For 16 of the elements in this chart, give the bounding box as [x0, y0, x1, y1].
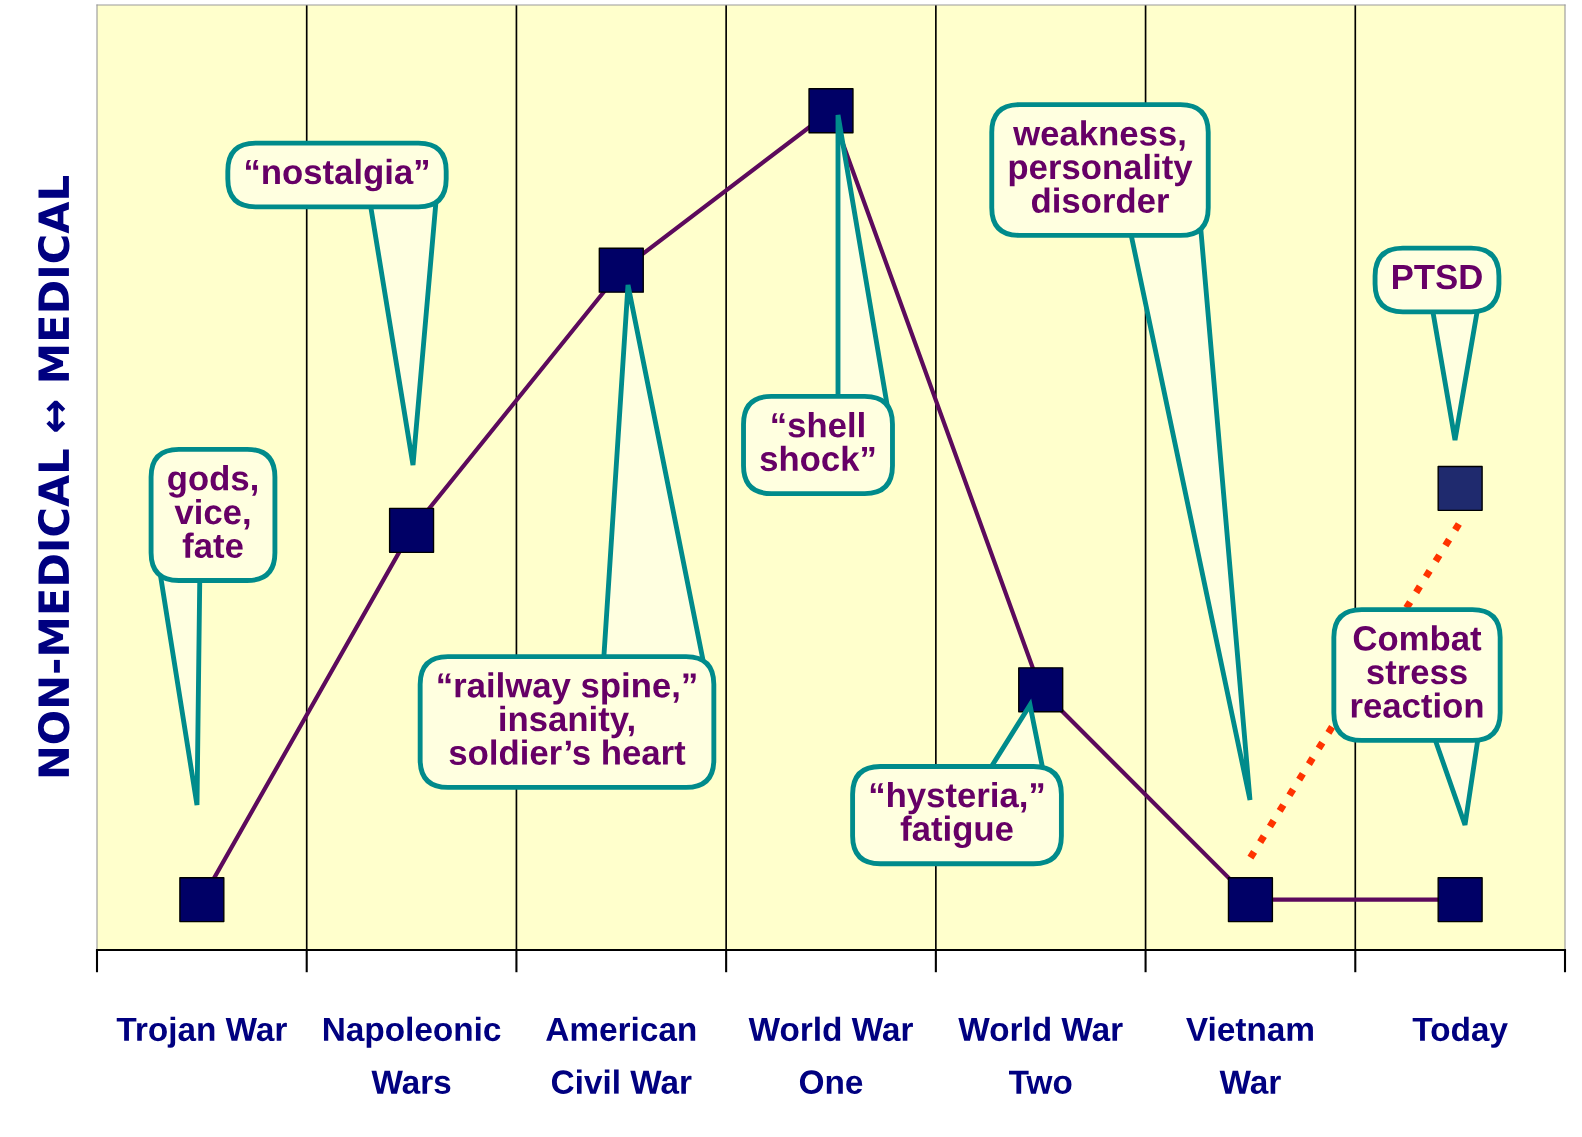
x-tick-label: World War One [748, 1016, 913, 1094]
x-tick-label: Vietnam War [1186, 1016, 1313, 1094]
x-tick-label: Trojan War [116, 1016, 287, 1048]
x-tick-label: Napoleonic Wars [323, 1016, 501, 1094]
annotation: weakness, personality disorder [1009, 120, 1193, 213]
annotation: gods, vice, fate [168, 465, 257, 559]
annotation: PTSD [1393, 264, 1482, 290]
annotation: “nostalgia” [246, 158, 428, 192]
annotation: “railway spine,” insanity, soldier’s heart [438, 672, 696, 765]
x-tick-label: Today [1412, 1016, 1508, 1048]
annotation: Combat stress reaction [1351, 625, 1483, 718]
annotation: “hysteria,” fatigue [870, 781, 1044, 849]
x-tick-label: World War Two [958, 1016, 1123, 1094]
annotation: “shell shock” [760, 412, 875, 472]
x-tick-label: American Civil War [546, 1016, 696, 1094]
y-axis-title: NON-MEDICAL ↔ MEDICAL [37, 176, 70, 777]
